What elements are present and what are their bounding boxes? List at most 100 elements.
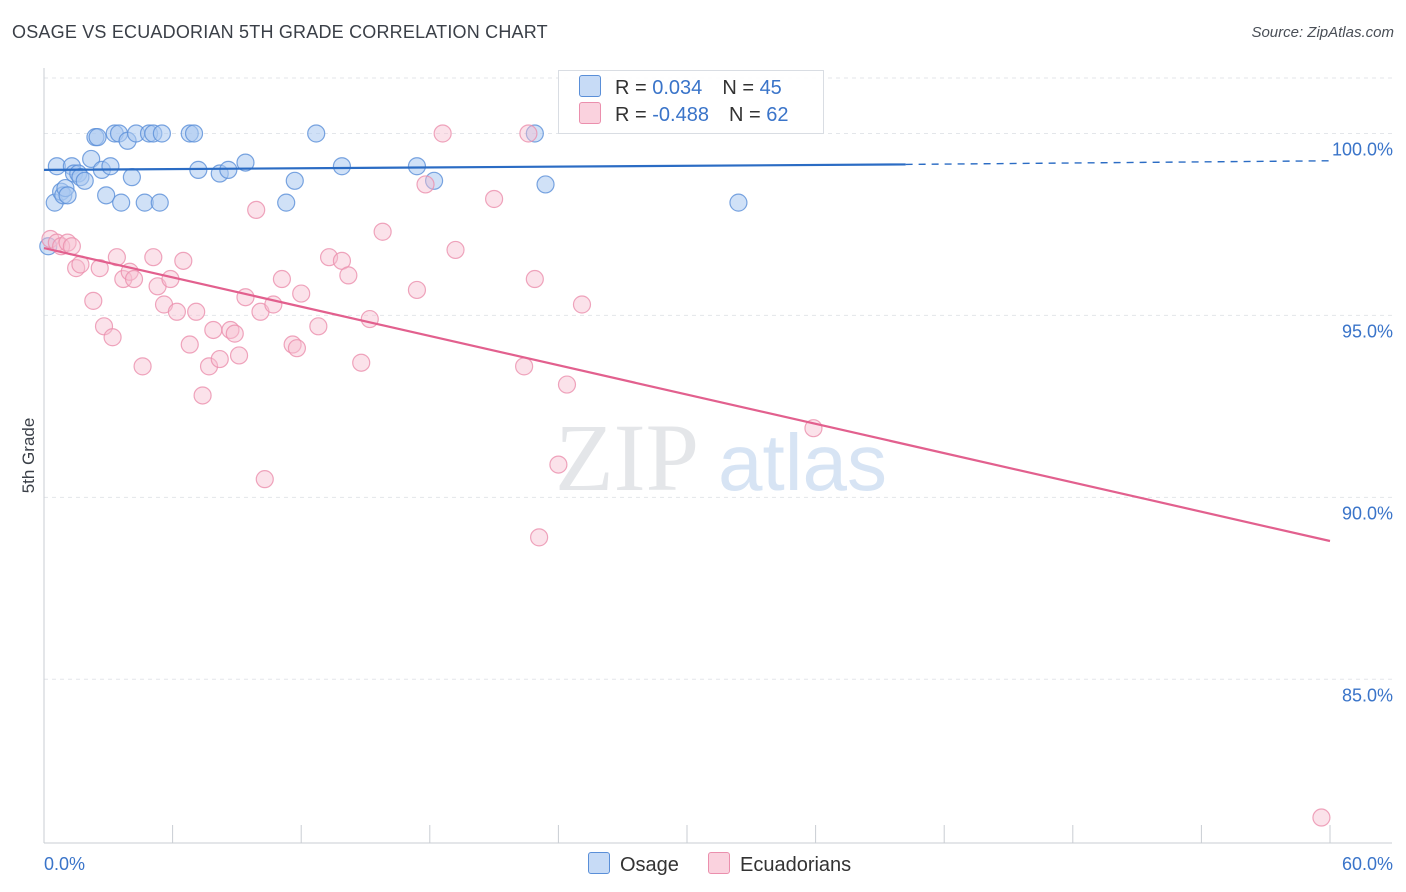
ecuadorian-trend-line [43,247,1331,543]
watermark: ZIP atlas [555,404,887,511]
osage-point [112,193,131,212]
watermark-atlas: atlas [718,418,887,507]
ecuadorian-point [180,335,199,354]
ecuadorian-point [572,295,592,314]
y-tick-label: 95.0% [1342,321,1393,341]
ecuadorian-point [339,266,358,285]
osage-point [277,193,296,212]
bottom-legend-ecuadorians: Ecuadorians [708,852,851,877]
ecuadorian-point [446,240,465,260]
osage-point [101,157,120,176]
ecuadorian-point [255,470,274,489]
ecuadorian-point [549,455,568,474]
legend-row-osage: R = 0.034 N = 45 [579,75,782,101]
bottom-ecuadorian-swatch [708,852,730,874]
ecuadorian-point [229,346,249,365]
ecuadorian-point [187,302,206,321]
y-axis-title: 5th Grade [19,418,38,494]
ecuadorian-point [225,324,244,343]
osage-point [152,124,171,143]
ecuadorian-point [193,386,212,405]
ecuadorian-point [204,320,223,340]
osage-point [219,160,238,179]
chart-title: OSAGE VS ECUADORIAN 5TH GRADE CORRELATIO… [12,22,548,42]
osage-point [82,149,101,169]
osage-point [58,186,77,205]
ecuadorian-r-label: R = [615,104,653,126]
ecuadorian-point [292,284,311,303]
osage-point [285,171,304,190]
ecuadorian-point [515,357,534,376]
ecuadorian-point [416,175,435,194]
osage-point [536,175,555,194]
ecuadorian-point [247,200,266,220]
osage-swatch [579,75,601,97]
ecuadorian-point [373,222,392,241]
osage-point [88,128,107,147]
x-tick-label-max: 60.0% [1342,854,1393,874]
osage-trend-extension [905,160,1331,166]
osage-point [122,168,141,187]
ecuadorian-point [199,357,219,376]
bottom-legend-osage: Osage [588,852,679,877]
axes [43,68,1392,844]
ecuadorian-point [407,280,427,300]
ecuadorian-point [1312,808,1331,827]
osage-r-label: R = [615,77,653,99]
ecuadorian-point [287,339,307,358]
ecuadorian-point [525,269,544,289]
trend-lines [43,160,1331,543]
x-tick-label-min: 0.0% [44,854,85,874]
osage-n-value: 45 [759,77,782,99]
ecuadorian-point [167,302,186,321]
osage-point [307,124,326,143]
ecuadorian-point [352,353,371,372]
ecuadorian-point [236,288,255,307]
ecuadorian-point [144,248,163,267]
ecuadorian-point [103,328,122,347]
watermark-zip: ZIP [555,404,699,511]
bottom-osage-swatch [588,852,610,874]
legend-row-ecuadorian: R = -0.488 N = 62 [579,102,788,128]
ecuadorian-point [174,251,193,270]
osage-n-label: N = [722,77,760,99]
osage-r-value: 0.034 [652,77,703,99]
ecuadorian-point [309,317,328,336]
ecuadorian-point [557,375,577,394]
osage-point [150,193,169,212]
y-tick-label: 100.0% [1332,139,1393,159]
ecuadorian-point [124,269,144,289]
ecuadorian-point [530,528,549,547]
ecuadorian-point [84,291,103,310]
y-tick-label: 85.0% [1342,685,1393,705]
ecuadorian-point [90,259,109,278]
osage-point [97,186,116,205]
osage-point [332,157,352,176]
ecuadorian-n-label: N = [728,104,767,126]
osage-point [729,193,748,212]
ecuadorian-swatch [579,102,601,124]
ecuadorian-point [433,124,452,143]
ecuadorian-n-value: 62 [766,104,789,126]
osage-point [525,124,544,143]
data-points [39,124,1331,827]
osage-point [407,157,427,176]
ecuadorian-point [272,269,292,289]
osage-point [75,171,94,190]
osage-trend-line [43,163,906,171]
bottom-ecuadorians-label: Ecuadorians [740,854,852,876]
ecuadorian-point [114,269,133,289]
y-tick-label: 90.0% [1342,503,1393,523]
ecuadorian-point [133,357,152,376]
ecuadorian-r-value: -0.488 [652,104,709,126]
axis-labels: 100.0% 95.0% 90.0% 85.0% 0.0% 60.0% 5th Grade [19,139,1393,874]
correlation-legend: R = 0.034 N = 45 R = -0.488 N = 62 [558,70,824,134]
bottom-osage-label: Osage [620,854,679,876]
ecuadorian-point [360,309,379,329]
osage-point [184,124,204,143]
source-label: Source: ZipAtlas.com [1251,24,1394,41]
ecuadorian-point [485,189,504,209]
ecuadorian-point [210,349,229,369]
osage-point [236,153,255,172]
